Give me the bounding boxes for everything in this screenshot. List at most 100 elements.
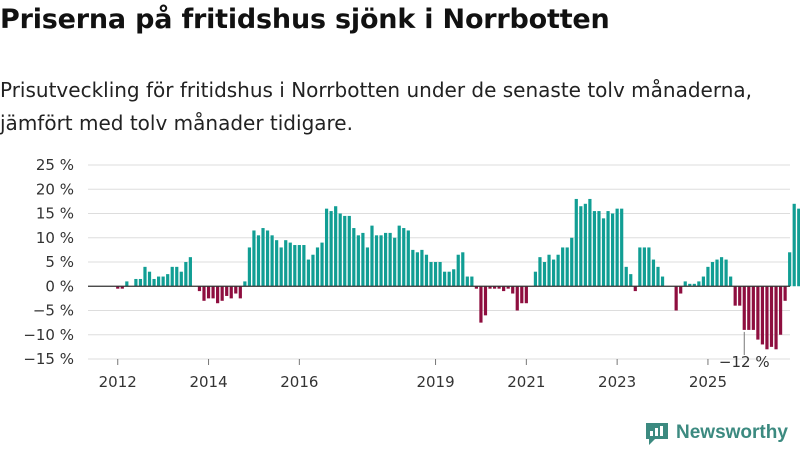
bar-positive [465, 276, 469, 287]
bar-positive [143, 266, 147, 287]
bar-positive [547, 254, 551, 287]
bar-positive [542, 262, 547, 287]
bar-positive [388, 232, 392, 287]
y-axis-ticks: 25 % 20 % 15 % 10 % 5 % 0 % −5 % −10 % −15 % [23, 156, 74, 368]
y-tick-label: 20 % [36, 180, 74, 198]
bar-negative [216, 286, 220, 304]
bar-positive [347, 215, 351, 287]
y-tick-label: 0 % [45, 277, 74, 295]
bar-positive [470, 276, 474, 287]
newsworthy-logo[interactable]: Newsworthy [644, 418, 788, 448]
bar-positive [551, 259, 556, 287]
bar-negative [229, 286, 233, 299]
newsworthy-logo-icon [646, 423, 668, 445]
bar-positive [320, 242, 324, 287]
bar-positive [334, 206, 338, 287]
bar-positive [574, 198, 578, 287]
bar-negative [747, 286, 751, 330]
bar-positive [615, 208, 619, 287]
bar-positive [302, 245, 306, 287]
bar-positive [157, 276, 161, 287]
x-tick-label: 2023 [598, 373, 636, 391]
bar-positive [719, 257, 724, 287]
bar-positive [275, 240, 279, 287]
x-axis-ticks: 2012 2014 2016 2019 2021 2023 2025 [99, 359, 727, 391]
x-tick-label: 2012 [99, 373, 137, 391]
y-tick-label: −10 % [23, 326, 74, 344]
bar-positive [261, 228, 265, 287]
bar-negative [120, 286, 124, 289]
chart-subtitle: Prisutveckling för fritidshus i Norrbott… [0, 78, 752, 135]
bar-positive [293, 245, 297, 287]
x-tick-label: 2021 [507, 373, 545, 391]
y-tick-label: −5 % [33, 302, 74, 320]
bar-positive [660, 276, 665, 287]
bar-positive [284, 240, 288, 287]
bar-positive [343, 215, 347, 287]
bars [116, 198, 800, 350]
bar-positive [356, 235, 360, 287]
bar-negative [524, 286, 528, 304]
bar-positive [397, 225, 401, 287]
bar-negative [674, 286, 678, 311]
bar-positive [556, 254, 560, 287]
bar-positive [611, 213, 615, 287]
bar-positive [324, 208, 329, 287]
bar-positive [370, 225, 374, 287]
bar-positive [297, 245, 301, 287]
bar-positive [797, 208, 800, 287]
x-tick-label: 2019 [416, 373, 454, 391]
bar-negative [116, 286, 120, 289]
bar-positive [315, 247, 320, 287]
bar-positive [379, 235, 383, 287]
annotation-label: −12 % [719, 353, 770, 371]
bar-positive [402, 228, 406, 287]
bar-positive [443, 271, 447, 287]
bar-positive [265, 230, 270, 287]
bar-positive [588, 198, 592, 287]
bar-positive [374, 235, 379, 287]
bar-negative [497, 286, 501, 289]
y-tick-label: 25 % [36, 156, 74, 174]
bar-positive [647, 247, 651, 287]
bar-negative [679, 286, 683, 294]
bar-positive [138, 278, 143, 287]
bar-positive [384, 232, 388, 287]
x-tick-label: 2025 [689, 373, 727, 391]
bar-positive [597, 211, 601, 287]
bar-positive [561, 247, 565, 287]
bar-positive [452, 269, 456, 287]
bar-positive [147, 271, 152, 287]
bar-negative [238, 286, 242, 299]
bar-positive [683, 281, 687, 287]
bar-negative [197, 286, 202, 292]
bar-negative [492, 286, 497, 289]
bar-positive [533, 271, 538, 287]
bar-positive [329, 211, 333, 287]
bar-negative [515, 286, 519, 311]
bar-positive [447, 271, 451, 287]
annotation: −12 % [719, 331, 770, 371]
bar-positive [629, 274, 633, 287]
bar-positive [715, 259, 719, 287]
bar-negative [751, 286, 755, 330]
bar-negative [506, 286, 510, 289]
bar-negative [225, 286, 229, 296]
bar-positive [638, 247, 642, 287]
bar-positive [424, 254, 429, 287]
bar-positive [697, 281, 701, 287]
bar-positive [393, 237, 397, 287]
bar-negative [778, 286, 783, 335]
bar-positive [170, 266, 174, 287]
bar-positive [429, 262, 433, 287]
bar-positive [788, 252, 792, 287]
bar-negative [733, 286, 737, 306]
bar-positive [411, 249, 415, 287]
bar-positive [792, 203, 796, 287]
bar-positive [256, 235, 261, 287]
bar-negative [738, 286, 742, 306]
bar-positive [701, 276, 705, 287]
bar-positive [538, 257, 542, 287]
bar-negative [202, 286, 206, 301]
